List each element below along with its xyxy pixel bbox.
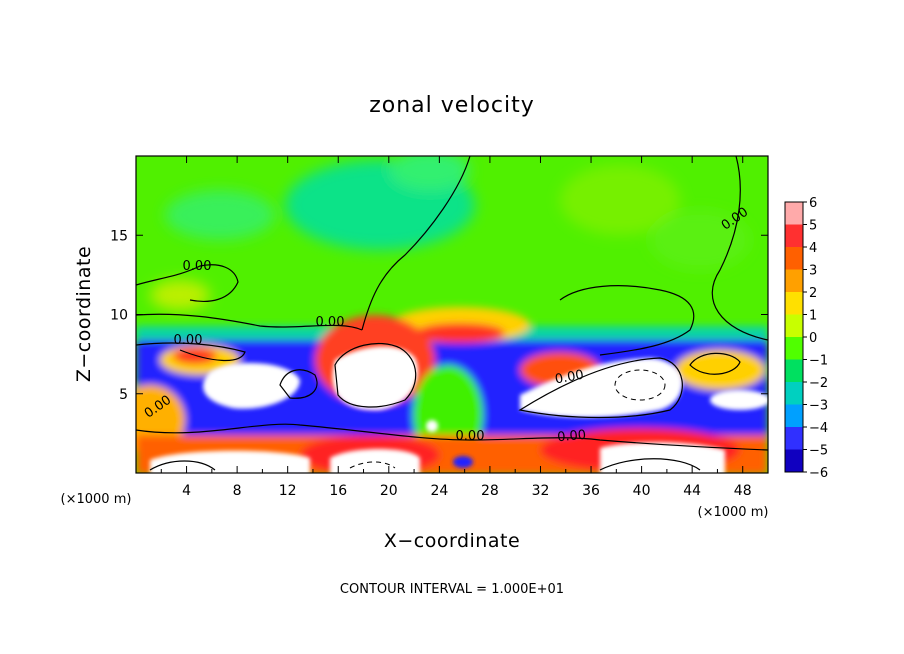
- x-tick-label: 28: [481, 483, 499, 499]
- colorbar-swatch: [785, 202, 803, 225]
- x-tick-label: 40: [633, 483, 651, 499]
- colorbar-swatch: [785, 269, 803, 293]
- colorbar-label: 2: [809, 286, 817, 301]
- x-tick-label: 32: [532, 483, 550, 499]
- y-axis-label: Z−coordinate: [73, 246, 95, 382]
- contour-label: 0.00: [183, 259, 212, 274]
- contour-label: 0.00: [557, 428, 587, 445]
- x-tick-label: 4: [182, 483, 191, 499]
- colorbar-label: −5: [809, 444, 828, 459]
- y-tick-label: 10: [110, 308, 128, 324]
- heatmap-field: [136, 156, 768, 473]
- colorbar-label: −1: [809, 354, 828, 369]
- y-tick-label: 15: [110, 228, 128, 244]
- x-tick-label: 24: [430, 483, 448, 499]
- colorbar-label: −4: [809, 421, 828, 436]
- x-tick-label: 44: [683, 483, 701, 499]
- colorbar-swatch: [785, 404, 803, 428]
- colorbar-swatch: [785, 382, 803, 405]
- colorbar: 6 5 4 3 2 1 0 −1 −2 −3 −4 −5 −6: [784, 196, 828, 481]
- colorbar-swatch: [785, 337, 803, 360]
- colorbar-swatch: [785, 449, 803, 473]
- colorbar-swatch: [785, 314, 803, 338]
- colorbar-label: 6: [809, 196, 817, 211]
- x-tick-label: 36: [582, 483, 600, 499]
- y-axis-unit: (×1000 m): [61, 492, 132, 507]
- x-tick-label: 48: [734, 483, 752, 499]
- colorbar-label: 5: [809, 219, 817, 234]
- x-tick-label: 16: [329, 483, 347, 499]
- x-tick-label: 8: [233, 483, 242, 499]
- x-axis-unit: (×1000 m): [698, 505, 769, 520]
- colorbar-label: 0: [809, 331, 817, 346]
- x-tick-label: 20: [380, 483, 398, 499]
- colorbar-swatch: [785, 427, 803, 450]
- y-tick-label: 5: [119, 387, 128, 403]
- colorbar-label: −2: [809, 376, 828, 391]
- colorbar-swatch: [785, 292, 803, 315]
- chart-title: zonal velocity: [369, 93, 535, 118]
- colorbar-swatch: [785, 359, 803, 383]
- x-axis-label: X−coordinate: [384, 530, 520, 552]
- colorbar-swatch: [785, 224, 803, 248]
- contour-label: 0.00: [456, 429, 485, 444]
- contour-labels: 0.000.000.000.000.000.000.000.00: [142, 205, 751, 446]
- colorbar-label: −3: [809, 399, 828, 414]
- colorbar-swatch: [785, 247, 803, 270]
- x-axis: 4 8 12 16 20 24 28 32 36 40 44 48: [160, 156, 752, 499]
- colorbar-label: −6: [809, 466, 828, 481]
- y-axis: 5 10 15: [110, 228, 768, 403]
- colorbar-label: 3: [809, 264, 817, 279]
- colorbar-label: 1: [809, 309, 817, 324]
- contour-label: 0.00: [316, 315, 345, 330]
- contour-label: 0.00: [174, 333, 203, 348]
- contour-interval-note: CONTOUR INTERVAL = 1.000E+01: [340, 582, 564, 597]
- x-tick-label: 12: [279, 483, 297, 499]
- colorbar-label: 4: [809, 241, 817, 256]
- contour-label: 0.00: [554, 368, 585, 388]
